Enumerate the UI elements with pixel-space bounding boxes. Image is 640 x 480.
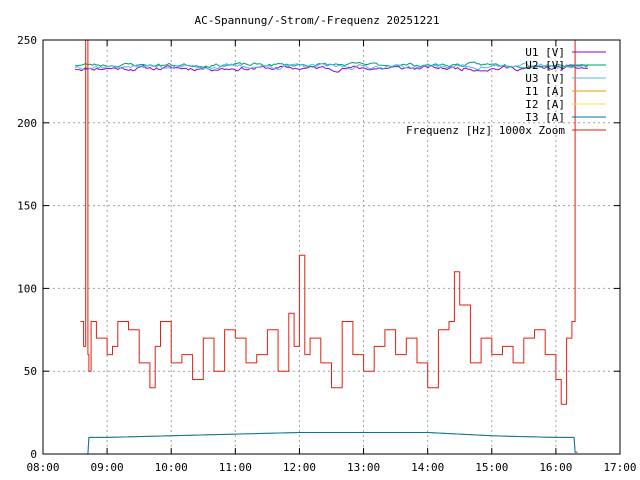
x-tick-label: 15:00 [475,461,508,474]
y-tick-label: 50 [24,365,37,378]
y-tick-label: 0 [30,448,37,461]
series-line-1 [74,64,588,73]
x-tick-label: 08:00 [26,461,59,474]
y-tick-label: 100 [17,282,37,295]
legend-label: U1 [V] [525,46,565,59]
legend-label: I1 [A] [525,85,565,98]
legend-label: U2 [V] [525,59,565,72]
y-tick-label: 150 [17,200,37,213]
legend-label: U3 [V] [525,72,565,85]
legend: U1 [V]U2 [V]U3 [V]I1 [A]I2 [A]I3 [A]Freq… [406,46,606,137]
series-line-3 [74,62,589,71]
axes: 08:00 09:00 10:00 11:00 12:00 13:00 14:00 15:00… [17,34,636,474]
y-tick-label: 250 [17,34,37,47]
x-tick-label: 10:00 [155,461,188,474]
chart-title: AC-Spannung/-Strom/-Frequenz 20251221 [194,14,439,27]
plot-frame [42,39,621,455]
legend-label: I2 [A] [525,98,565,111]
y-tick-label: 200 [17,117,37,130]
x-tick-label: 13:00 [347,461,380,474]
series-line-6 [85,432,578,455]
x-tick-label: 17:00 [603,461,636,474]
legend-label: I3 [A] [525,111,565,124]
series-layer [74,39,589,455]
x-tick-label: 16:00 [539,461,572,474]
x-tick-label: 14:00 [411,461,444,474]
x-tick-label: 09:00 [91,461,124,474]
legend-label: Frequenz [Hz] 1000x Zoom [406,124,565,137]
grid [43,40,620,454]
series-line-7 [80,39,576,405]
x-tick-label: 12:00 [283,461,316,474]
x-tick-label: 11:00 [219,461,252,474]
